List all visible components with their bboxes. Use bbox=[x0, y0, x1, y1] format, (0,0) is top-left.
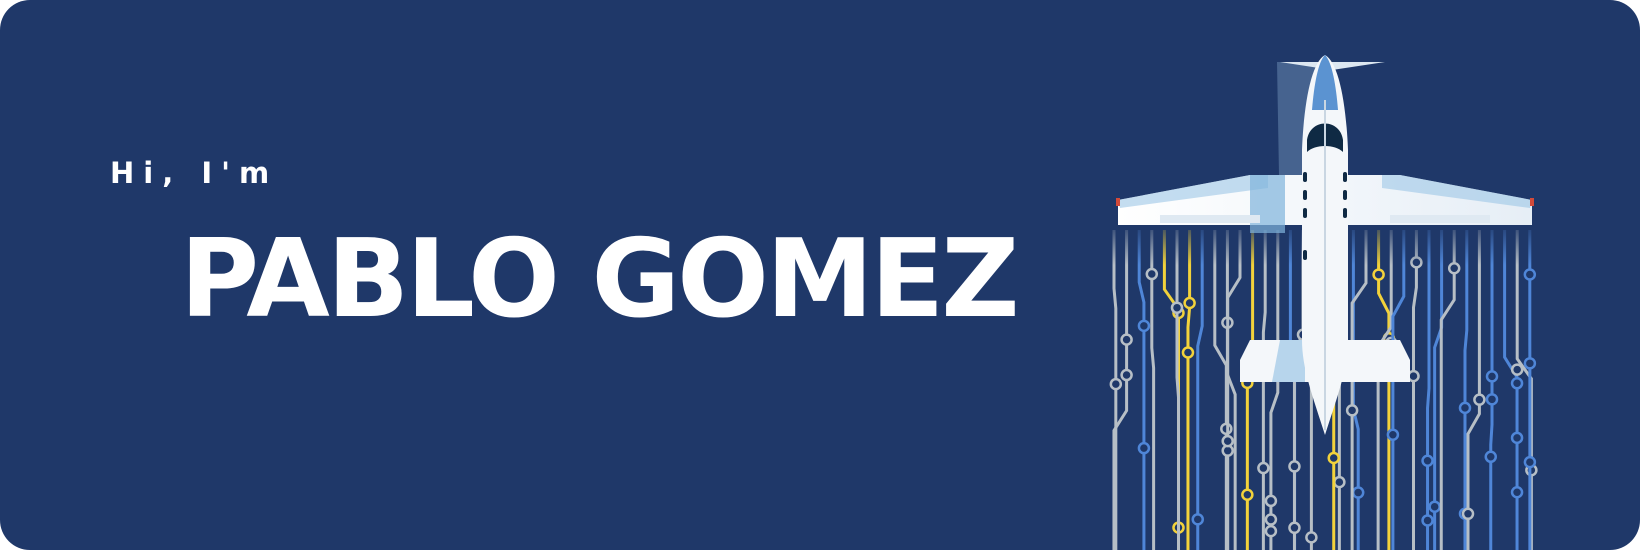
circuit-trace bbox=[1466, 230, 1481, 550]
circuit-trace bbox=[1489, 230, 1494, 550]
circuit-trace bbox=[1412, 230, 1418, 550]
circuit-node bbox=[1510, 363, 1524, 376]
circuit-trace bbox=[1463, 230, 1469, 550]
circuit-node bbox=[1461, 507, 1475, 521]
circuit-trace bbox=[1391, 230, 1406, 550]
circuit-node bbox=[1458, 401, 1472, 415]
person-name: PABLO GOMEZ bbox=[180, 217, 1020, 342]
circuit-node bbox=[1473, 393, 1486, 406]
circuit-trace bbox=[1269, 230, 1280, 550]
circuit-trace bbox=[1150, 230, 1156, 550]
circuit-node bbox=[1264, 494, 1278, 508]
circuit-node bbox=[1191, 513, 1205, 526]
circuit-node bbox=[1485, 393, 1499, 406]
circuit-node bbox=[1523, 268, 1537, 281]
circuit-trace bbox=[1292, 230, 1305, 550]
circuit-node bbox=[1421, 454, 1434, 467]
circuit-node bbox=[1137, 441, 1151, 455]
circuit-trace bbox=[1426, 230, 1431, 550]
circuit-trace bbox=[1112, 230, 1129, 550]
circuit-node bbox=[1372, 268, 1385, 281]
circuit-node bbox=[1264, 524, 1278, 538]
circuit-node bbox=[1407, 369, 1420, 383]
circuit-node bbox=[1137, 319, 1151, 333]
circuit-node bbox=[1523, 357, 1537, 370]
greeting-text: Hi, I'm bbox=[110, 156, 279, 190]
circuit-trace bbox=[1376, 230, 1393, 550]
circuit-node bbox=[1510, 486, 1524, 499]
circuit-node bbox=[1288, 521, 1301, 535]
circuit-node bbox=[1183, 296, 1196, 310]
circuit-node bbox=[1257, 461, 1270, 475]
circuit-node bbox=[1510, 377, 1524, 390]
circuit-trace bbox=[1137, 230, 1146, 550]
circuit-node bbox=[1327, 451, 1340, 465]
circuit-node bbox=[1288, 460, 1301, 473]
circuit-trace bbox=[1261, 230, 1267, 550]
circuit-node bbox=[1109, 377, 1123, 391]
circuit-node bbox=[1485, 370, 1499, 383]
circuit-node bbox=[1421, 514, 1434, 527]
circuit-node bbox=[1120, 333, 1133, 346]
circuit-trace bbox=[1186, 230, 1192, 550]
circuit-node bbox=[1221, 434, 1234, 448]
circuit-node bbox=[1264, 513, 1278, 526]
circuit-node bbox=[1428, 500, 1441, 513]
circuit-trace bbox=[1175, 230, 1181, 550]
circuit-node bbox=[1333, 475, 1346, 489]
circuit-trace bbox=[1433, 230, 1444, 550]
circuit-node bbox=[1305, 531, 1318, 544]
circuit-node bbox=[1145, 267, 1159, 281]
circuit-trace bbox=[1245, 230, 1255, 550]
circuit-node bbox=[1510, 431, 1524, 445]
circuit-node bbox=[1386, 428, 1400, 441]
circuit-trace bbox=[1439, 230, 1456, 550]
circuit-trace bbox=[1351, 230, 1360, 550]
circuit-trace bbox=[1503, 230, 1519, 550]
circuit-node bbox=[1523, 455, 1537, 469]
circuit-node bbox=[1181, 346, 1195, 359]
circuit-trace bbox=[1213, 230, 1228, 550]
circuit-trace bbox=[1196, 230, 1204, 550]
circuit-node bbox=[1484, 450, 1498, 464]
circuit-node bbox=[1120, 368, 1133, 382]
circuit-node bbox=[1345, 404, 1359, 417]
airplane-over-circuit-icon bbox=[1100, 40, 1580, 550]
circuit-node bbox=[1170, 301, 1184, 314]
circuit-node bbox=[1241, 488, 1254, 502]
circuit-node bbox=[1351, 486, 1365, 499]
